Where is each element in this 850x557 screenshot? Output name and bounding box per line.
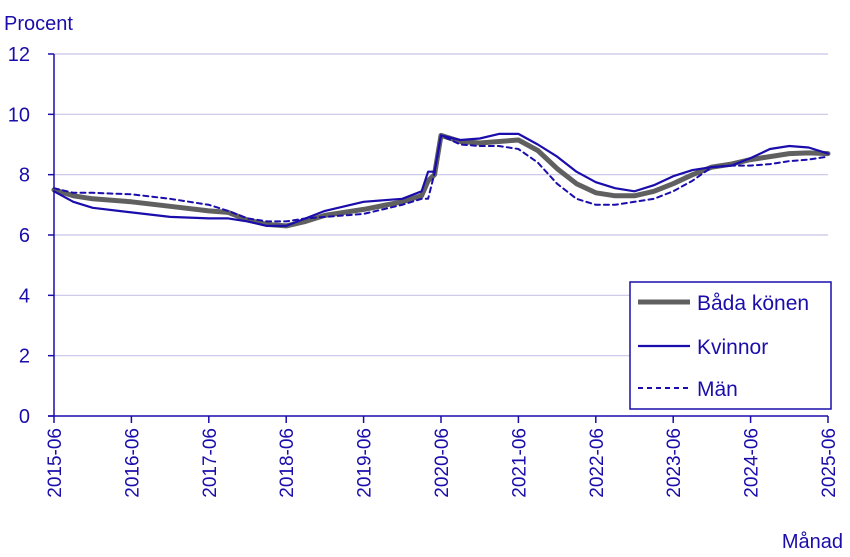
axes [48,53,828,417]
legend-label-women: Kvinnor [697,336,768,359]
x-tick-label: 2020-06 [432,428,453,498]
x-tick-label: 2023-06 [664,428,685,498]
x-tick-label: 2025-06 [819,428,840,498]
data-lines [51,132,831,229]
y-tick-label: 2 [19,346,30,368]
x-tick-label: 2022-06 [587,428,608,498]
y-axis-label: Procent [4,13,73,35]
y-tick-labels: 0 2 4 6 8 10 12 [8,44,30,428]
y-tick-label: 0 [19,406,30,428]
series-line-2 [53,134,829,223]
y-tick-label: 10 [8,104,30,126]
legend: Båda könen Kvinnor Män [629,281,832,410]
x-tick-label: 2019-06 [355,428,376,498]
series-line-1 [52,132,830,227]
x-tick-label: 2024-06 [742,428,763,498]
x-tick-label: 2015-06 [45,428,66,498]
legend-label-men: Män [697,378,738,401]
y-tick-label: 12 [8,44,30,66]
y-tick-label: 6 [19,225,30,247]
x-tick-label: 2021-06 [509,428,530,498]
y-tick-label: 8 [19,165,30,187]
x-tick-label: 2018-06 [277,428,298,498]
series-line-0 [51,132,831,229]
x-tick-labels: 2015-06 2016-06 2017-06 2018-06 2019-06 2020-… [45,416,840,498]
legend-label-both: Båda könen [697,292,809,315]
x-tick-label: 2016-06 [122,428,143,498]
x-tick-label: 2017-06 [200,428,221,498]
x-axis-label: Månad [782,531,843,553]
y-tick-label: 4 [19,285,30,307]
